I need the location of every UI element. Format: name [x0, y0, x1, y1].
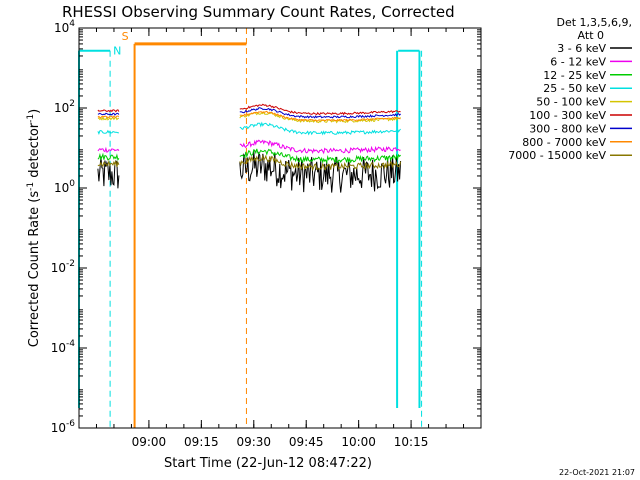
- x-tick-label: 09:30: [236, 435, 271, 449]
- legend-label: 7000 - 15000 keV: [508, 149, 606, 162]
- y-axis-label-part: ): [27, 109, 42, 114]
- y-axis-label: Corrected Count Rate (s-1 detector-1): [26, 109, 42, 347]
- legend-label: 25 - 50 keV: [543, 82, 606, 95]
- saa-flag-label: S: [122, 30, 129, 43]
- y-axis-label-sup: -1: [26, 182, 36, 191]
- series-line: [239, 148, 401, 165]
- series-line: [97, 146, 120, 153]
- x-tick-label: 09:15: [184, 435, 219, 449]
- night-flag-label: N: [113, 45, 121, 58]
- chart-title: RHESSI Observing Summary Count Rates, Co…: [62, 3, 455, 21]
- legend-label: 800 - 7000 keV: [522, 136, 606, 149]
- y-tick-base: 10: [54, 181, 69, 195]
- series-line: [239, 139, 401, 155]
- series-line: [239, 111, 401, 124]
- legend-label: 100 - 300 keV: [529, 109, 606, 122]
- footer-timestamp: 22-Oct-2021 21:07: [559, 468, 635, 477]
- series-line: [97, 152, 120, 162]
- y-tick-base: 10: [51, 261, 66, 275]
- y-tick-label: 104: [54, 19, 75, 35]
- series-line: [239, 103, 401, 116]
- legend-label: 300 - 800 keV: [529, 122, 606, 135]
- y-tick-base: 10: [54, 101, 69, 115]
- x-axis-label: Start Time (22-Jun-12 08:47:22): [164, 456, 372, 471]
- legend-label: 12 - 25 keV: [543, 69, 606, 82]
- plot-area: SN: [78, 28, 423, 428]
- y-tick-exp: -2: [66, 259, 75, 269]
- legend-header: Det 1,3,5,6,9,: [556, 16, 632, 29]
- series-line: [239, 121, 401, 136]
- series-line: [97, 109, 120, 113]
- series-line: [97, 112, 120, 116]
- legend-header: Att 0: [578, 29, 604, 42]
- legend-label: 6 - 12 keV: [550, 55, 606, 68]
- y-tick-exp: 4: [69, 19, 75, 29]
- y-tick-exp: -6: [66, 419, 75, 429]
- legend-label: 50 - 100 keV: [536, 96, 606, 109]
- y-axis-label-part: detector: [27, 122, 42, 182]
- y-axis-label-part: Corrected Count Rate (s: [27, 191, 42, 348]
- y-tick-base: 10: [51, 421, 66, 435]
- y-tick-exp: 2: [69, 99, 75, 109]
- x-tick-label: 10:15: [394, 435, 429, 449]
- y-tick-label: 102: [54, 99, 75, 115]
- series-line: [239, 110, 401, 122]
- y-tick-label: 10-4: [51, 339, 76, 355]
- y-tick-exp: 0: [69, 179, 75, 189]
- series-line: [239, 154, 402, 172]
- series-line: [97, 115, 120, 119]
- series-line: [239, 150, 402, 193]
- legend-label: 3 - 6 keV: [557, 42, 606, 55]
- y-tick-base: 10: [54, 21, 69, 35]
- y-tick-label: 10-6: [51, 419, 76, 435]
- y-tick-label: 10-2: [51, 259, 75, 275]
- series-line: [239, 107, 401, 119]
- x-tick-label: 09:00: [132, 435, 167, 449]
- x-tick-label: 10:00: [341, 435, 376, 449]
- x-tick-label: 09:45: [289, 435, 324, 449]
- y-axis-label-sup: -1: [26, 114, 36, 123]
- y-tick-exp: -4: [66, 339, 75, 349]
- series-line: [97, 159, 120, 168]
- plot-frame: [78, 27, 482, 429]
- series-line: [97, 129, 119, 135]
- y-tick-label: 100: [54, 179, 75, 195]
- y-tick-base: 10: [51, 341, 66, 355]
